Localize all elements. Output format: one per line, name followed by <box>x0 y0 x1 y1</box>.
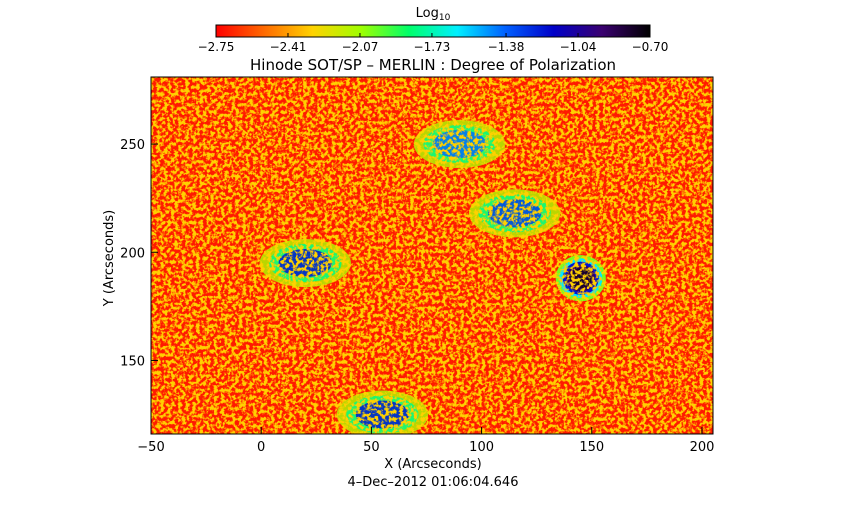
timestamp: 4–Dec–2012 01:06:04.646 <box>348 475 519 490</box>
colorbar-tick-label: −1.38 <box>488 40 525 54</box>
y-axis-ticks: 150 200 250 <box>120 138 158 369</box>
colorbar-label: Log10 <box>416 6 451 23</box>
plot-frame <box>150 76 714 435</box>
colorbar-tick-label: −2.75 <box>198 40 235 54</box>
x-tick-label: 150 <box>579 440 604 455</box>
y-axis-label: Y (Arcseconds) <box>102 210 117 307</box>
x-axis-label: X (Arcseconds) <box>384 457 481 472</box>
heatmap-plot <box>151 77 713 434</box>
colorbar: Log10 −2.75 −2.41 −2.07 −1.73 −1.38 −1.04 −0.7… <box>198 6 669 54</box>
colorbar-tick-label: −2.07 <box>342 40 379 54</box>
colorbar-gradient <box>215 24 651 38</box>
x-tick-label: 200 <box>690 440 715 455</box>
colorbar-tick-label: −0.70 <box>632 40 669 54</box>
x-axis-ticks: −50 0 50 100 150 200 <box>137 427 714 455</box>
colorbar-tick-label: −2.41 <box>270 40 307 54</box>
colorbar-ticks: −2.75 −2.41 −2.07 −1.73 −1.38 −1.04 −0.70 <box>198 33 669 54</box>
colorbar-tick-label: −1.73 <box>414 40 451 54</box>
chart-title: Hinode SOT/SP – MERLIN : Degree of Polar… <box>250 56 616 74</box>
x-tick-label: 50 <box>363 440 380 455</box>
colorbar-tick-label: −1.04 <box>560 40 597 54</box>
x-tick-label: −50 <box>137 440 164 455</box>
y-tick-label: 150 <box>120 354 145 369</box>
x-tick-label: 100 <box>469 440 494 455</box>
x-tick-label: 0 <box>257 440 265 455</box>
y-tick-label: 200 <box>120 246 145 261</box>
heatmap-texture <box>151 77 713 434</box>
y-tick-label: 250 <box>120 138 145 153</box>
